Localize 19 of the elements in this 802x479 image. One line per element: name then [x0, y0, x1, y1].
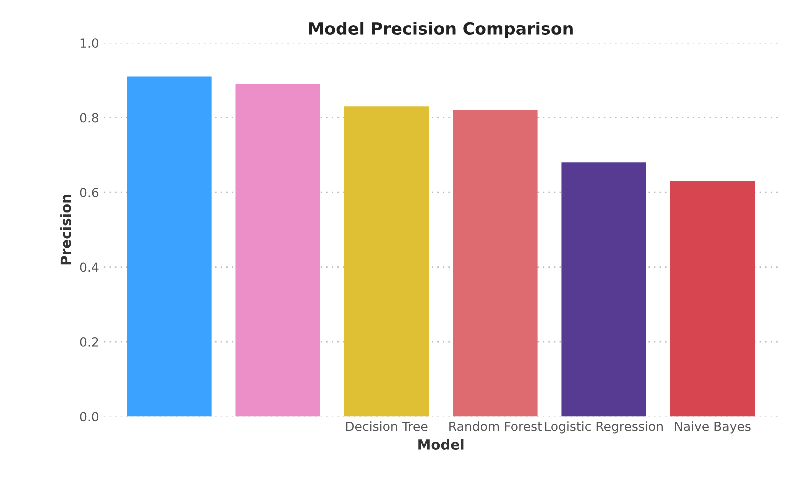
chart-title: Model Precision Comparison [310, 22, 573, 38]
y-axis-title: Precision [60, 195, 72, 265]
bar [344, 106, 430, 417]
y-tick-label: 0.0 [80, 412, 99, 422]
x-tick-label: Decision Tree [346, 422, 428, 432]
bar [562, 162, 646, 417]
bar [453, 110, 538, 417]
y-tick-label: 0.2 [80, 337, 98, 347]
x-tick-label: Random Forest [450, 422, 542, 432]
x-tick-label: Naive Bayes [675, 422, 751, 434]
y-tick-label: 0.4 [80, 262, 99, 272]
bar [236, 84, 320, 417]
x-axis-title: Model [418, 439, 464, 450]
y-tick-label: 1.0 [80, 38, 99, 48]
bar [127, 76, 212, 417]
y-tick-label: 0.6 [80, 188, 99, 198]
x-tick-label: Logistic Regression [545, 422, 663, 434]
bar [670, 181, 756, 417]
y-tick-label: 0.8 [80, 113, 99, 123]
